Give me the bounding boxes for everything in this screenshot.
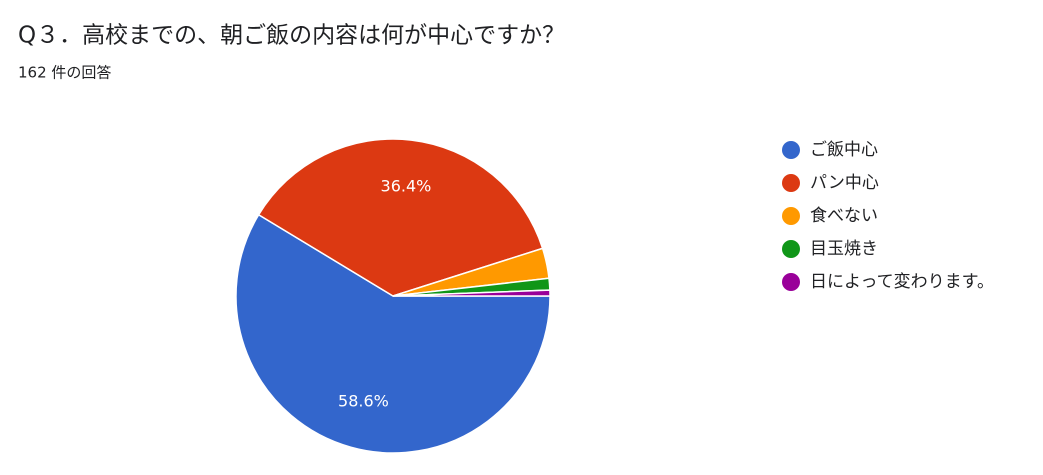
pie-slice (392, 289, 551, 297)
legend-marker (782, 240, 800, 258)
legend-marker (782, 207, 800, 225)
chart-title: Q３．高校までの、朝ご飯の内容は何が中心ですか？ (18, 23, 565, 49)
legend-label: ご飯中心 (810, 140, 878, 160)
legend-label: 日によって変わります。 (810, 272, 994, 292)
slice-label: 58.6% (338, 391, 389, 410)
pie-slice (257, 138, 544, 297)
legend-marker (782, 273, 800, 291)
legend-marker (782, 141, 800, 159)
legend-marker (782, 174, 800, 192)
pie-slice (235, 213, 551, 454)
legend-label: 食べない (810, 206, 878, 226)
legend-label: パン中心 (810, 173, 879, 193)
slice-label: 36.4% (381, 176, 432, 195)
chart-subtitle: 162 件の回答 (18, 64, 111, 82)
legend-label: 目玉焼き (810, 239, 878, 259)
